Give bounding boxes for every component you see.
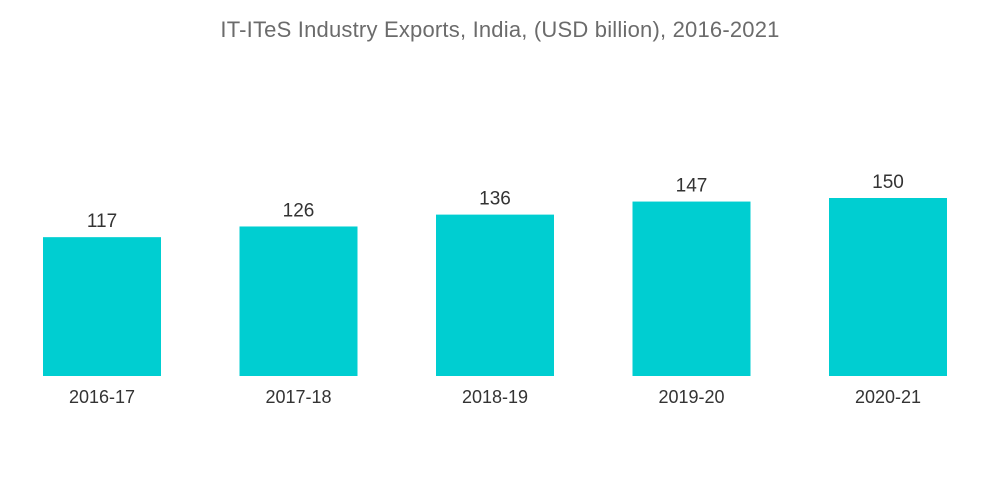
x-tick-label-2016-17: 2016-17 [69, 387, 135, 407]
bar-2019-20 [632, 201, 751, 376]
bars-group [43, 198, 947, 376]
value-label-2016-17: 117 [87, 211, 117, 232]
bar-2016-17 [43, 237, 161, 376]
x-tick-labels-group: 2016-17 2017-18 2018-19 2019-20 2020-21 [69, 387, 921, 407]
value-labels-group: 117 126 136 147 150 [87, 172, 904, 232]
value-label-2017-18: 126 [283, 200, 315, 221]
x-tick-label-2019-20: 2019-20 [658, 387, 724, 407]
x-tick-label-2017-18: 2017-18 [265, 387, 331, 407]
value-label-2018-19: 136 [479, 189, 511, 210]
x-tick-label-2018-19: 2018-19 [462, 387, 528, 407]
chart-title: IT-ITeS Industry Exports, India, (USD bi… [220, 17, 780, 42]
value-label-2020-21: 150 [872, 172, 904, 193]
bar-2020-21 [829, 198, 947, 376]
x-tick-label-2020-21: 2020-21 [855, 387, 921, 407]
value-label-2019-20: 147 [676, 176, 708, 197]
bar-2017-18 [239, 226, 358, 376]
bar-2018-19 [436, 214, 554, 376]
